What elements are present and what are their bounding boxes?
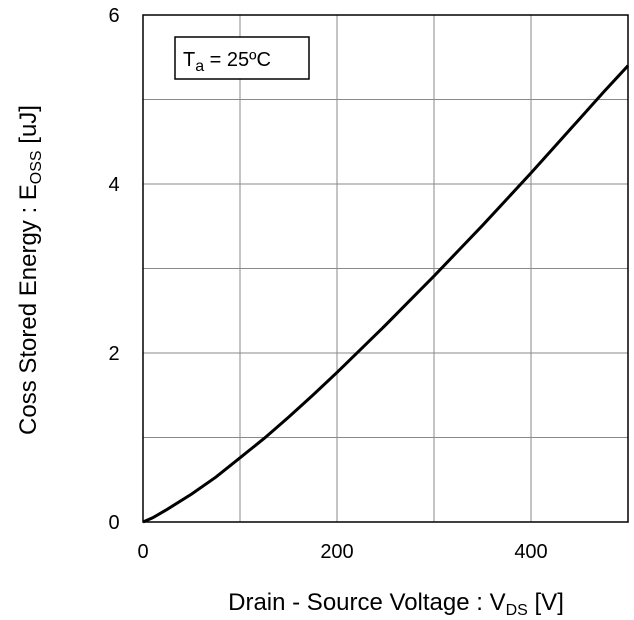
x-tick-label: 0	[137, 541, 148, 563]
annotation-text: Ta = 25ºC	[183, 49, 271, 75]
y-tick-label: 6	[108, 5, 119, 27]
series-line-eoss	[142, 64, 630, 524]
y-tick-label: 4	[108, 174, 119, 196]
x-tick-label: 200	[320, 541, 353, 563]
y-tick-label: 2	[108, 343, 119, 365]
annotation-box: Ta = 25ºC	[174, 36, 310, 80]
x-tick-label: 400	[514, 541, 547, 563]
plot-frame	[142, 14, 629, 523]
y-axis-label: Coss Stored Energy : EOSS [uJ]	[15, 105, 45, 435]
y-tick-label: 0	[108, 512, 119, 534]
x-axis-label: Drain - Source Voltage : VDS [V]	[228, 589, 564, 619]
tick-labels: 0 200 400 0 2 4 6	[108, 5, 547, 563]
grid	[142, 14, 629, 523]
